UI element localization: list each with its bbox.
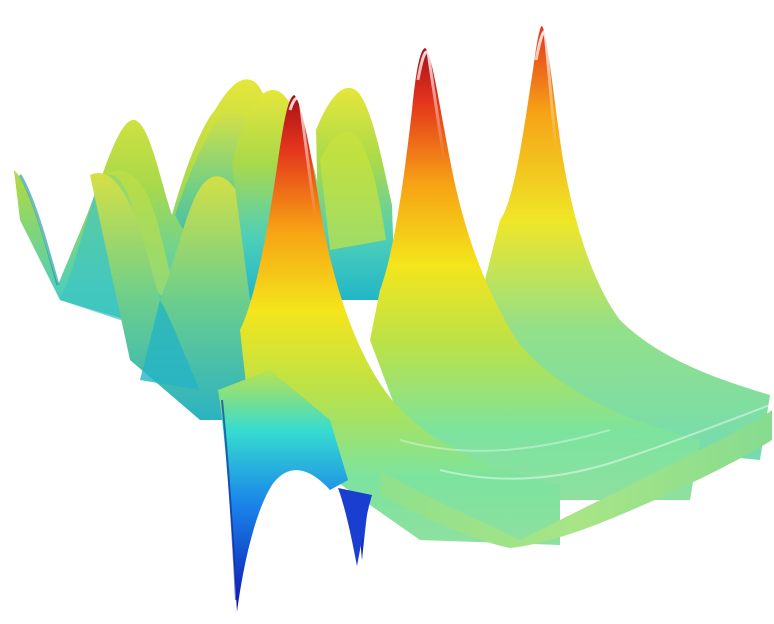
front-dip <box>218 370 372 612</box>
floor-sheet <box>380 404 772 548</box>
peak-far-right <box>480 26 770 460</box>
